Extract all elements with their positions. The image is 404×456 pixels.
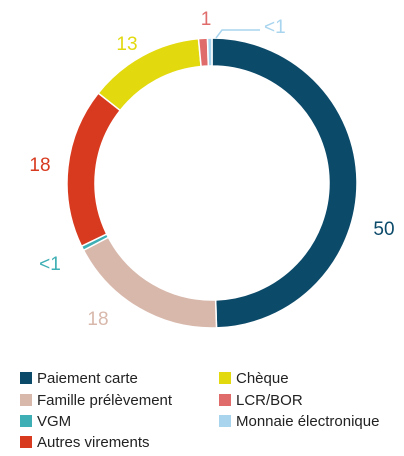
value-label: <1: [39, 254, 61, 275]
donut-segment: [97, 37, 202, 112]
donut-segment: [206, 37, 213, 67]
legend-swatch: [219, 394, 231, 406]
legend-label: Paiement carte: [37, 370, 138, 387]
legend-label: Famille prélèvement: [37, 392, 173, 409]
legend-swatch: [20, 372, 32, 384]
leader-line: [215, 29, 260, 39]
legend-label: Monnaie électronique: [236, 413, 379, 430]
value-label: 1: [201, 9, 212, 30]
value-label: 50: [373, 219, 394, 240]
legend-swatch: [219, 372, 231, 384]
legend-swatch: [20, 415, 32, 427]
legend-swatch: [20, 394, 32, 406]
value-label: 18: [87, 309, 108, 330]
legend-swatch: [20, 436, 32, 448]
value-label: 18: [29, 155, 50, 176]
legend-label: Autres virements: [37, 434, 150, 451]
donut-segment: [66, 92, 122, 248]
legend-label: Chèque: [236, 370, 289, 387]
donut-segment: [211, 37, 358, 329]
legend-swatch: [219, 415, 231, 427]
value-label: <1: [264, 17, 286, 38]
value-label: 13: [116, 34, 137, 55]
legend-label: VGM: [37, 413, 71, 430]
legend-label: LCR/BOR: [236, 392, 303, 409]
